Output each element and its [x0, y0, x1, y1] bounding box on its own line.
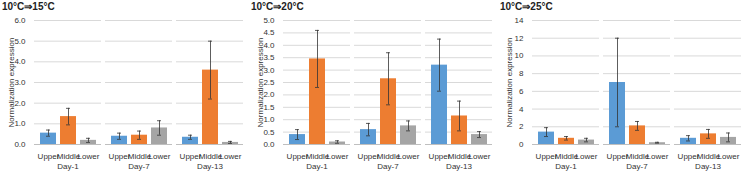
- svg-text:Normalization expression: Normalization expression: [7, 38, 16, 128]
- svg-text:Middle: Middle: [625, 152, 650, 162]
- svg-text:3.5: 3.5: [263, 53, 275, 63]
- svg-text:3.0: 3.0: [14, 78, 26, 88]
- svg-text:Normalization expression: Normalization expression: [256, 38, 265, 128]
- svg-text:Day-13: Day-13: [197, 162, 223, 171]
- svg-text:1.5: 1.5: [263, 102, 275, 112]
- svg-text:2: 2: [519, 122, 524, 131]
- svg-text:Upper: Upper: [606, 152, 629, 162]
- svg-text:Lower: Lower: [78, 152, 100, 161]
- svg-text:Lower: Lower: [647, 152, 669, 161]
- svg-text:Middle: Middle: [696, 152, 721, 162]
- svg-text:Day-13: Day-13: [695, 162, 721, 171]
- svg-text:2.0: 2.0: [14, 98, 26, 108]
- svg-text:6.0: 6.0: [14, 16, 26, 25]
- svg-text:Upper: Upper: [37, 152, 60, 162]
- svg-text:4.5: 4.5: [263, 28, 275, 37]
- svg-text:Lower: Lower: [327, 152, 349, 161]
- svg-text:Lower: Lower: [718, 152, 740, 161]
- svg-text:Day-7: Day-7: [377, 162, 399, 171]
- svg-text:Middle: Middle: [447, 152, 472, 162]
- svg-text:Day-1: Day-1: [306, 162, 328, 171]
- svg-text:3.0: 3.0: [263, 65, 275, 75]
- svg-text:Normalization expression: Normalization expression: [505, 38, 514, 128]
- svg-text:4.0: 4.0: [263, 40, 275, 50]
- svg-text:Upper: Upper: [428, 152, 451, 162]
- svg-text:Lower: Lower: [220, 152, 242, 161]
- svg-text:Upper: Upper: [535, 152, 558, 162]
- svg-text:Upper: Upper: [677, 152, 700, 162]
- svg-text:2.5: 2.5: [263, 78, 275, 88]
- svg-text:5.0: 5.0: [263, 16, 275, 25]
- svg-text:Middle: Middle: [376, 152, 401, 162]
- svg-text:Day-13: Day-13: [446, 162, 472, 171]
- svg-text:0: 0: [519, 140, 524, 149]
- svg-text:0.0: 0.0: [263, 140, 275, 149]
- svg-text:1.0: 1.0: [263, 115, 275, 125]
- html-text:10°C⇒20°C: 10°C⇒20°C: [251, 1, 304, 12]
- svg-text:Middle: Middle: [127, 152, 152, 162]
- svg-text:Lower: Lower: [469, 152, 491, 161]
- html-text:10°C⇒15°C: 10°C⇒15°C: [2, 1, 55, 12]
- svg-text:Day-1: Day-1: [555, 162, 577, 171]
- svg-text:Day-1: Day-1: [57, 162, 79, 171]
- svg-text:4: 4: [519, 105, 524, 114]
- svg-text:12: 12: [515, 34, 524, 43]
- svg-text:Lower: Lower: [398, 152, 420, 161]
- svg-text:Lower: Lower: [149, 152, 171, 161]
- svg-text:Middle: Middle: [198, 152, 223, 162]
- svg-text:Day-7: Day-7: [626, 162, 648, 171]
- svg-text:Middle: Middle: [554, 152, 579, 162]
- svg-text:8: 8: [519, 69, 524, 78]
- svg-text:Middle: Middle: [305, 152, 330, 162]
- svg-text:14: 14: [515, 16, 524, 25]
- svg-text:Upper: Upper: [108, 152, 131, 162]
- svg-text:1.0: 1.0: [14, 119, 26, 129]
- svg-text:4.0: 4.0: [14, 57, 26, 67]
- svg-text:Lower: Lower: [576, 152, 598, 161]
- svg-text:0.5: 0.5: [263, 128, 275, 137]
- svg-text:Upper: Upper: [357, 152, 380, 162]
- svg-text:Middle: Middle: [56, 152, 81, 162]
- html-text:10°C⇒25°C: 10°C⇒25°C: [500, 1, 553, 12]
- svg-text:Day-7: Day-7: [128, 162, 150, 171]
- svg-text:2.0: 2.0: [263, 90, 275, 100]
- svg-text:Upper: Upper: [286, 152, 309, 162]
- svg-text:10: 10: [515, 51, 524, 60]
- svg-text:5.0: 5.0: [14, 36, 26, 46]
- svg-text:6: 6: [519, 87, 524, 96]
- svg-text:Upper: Upper: [179, 152, 202, 162]
- svg-text:0.0: 0.0: [14, 140, 26, 149]
